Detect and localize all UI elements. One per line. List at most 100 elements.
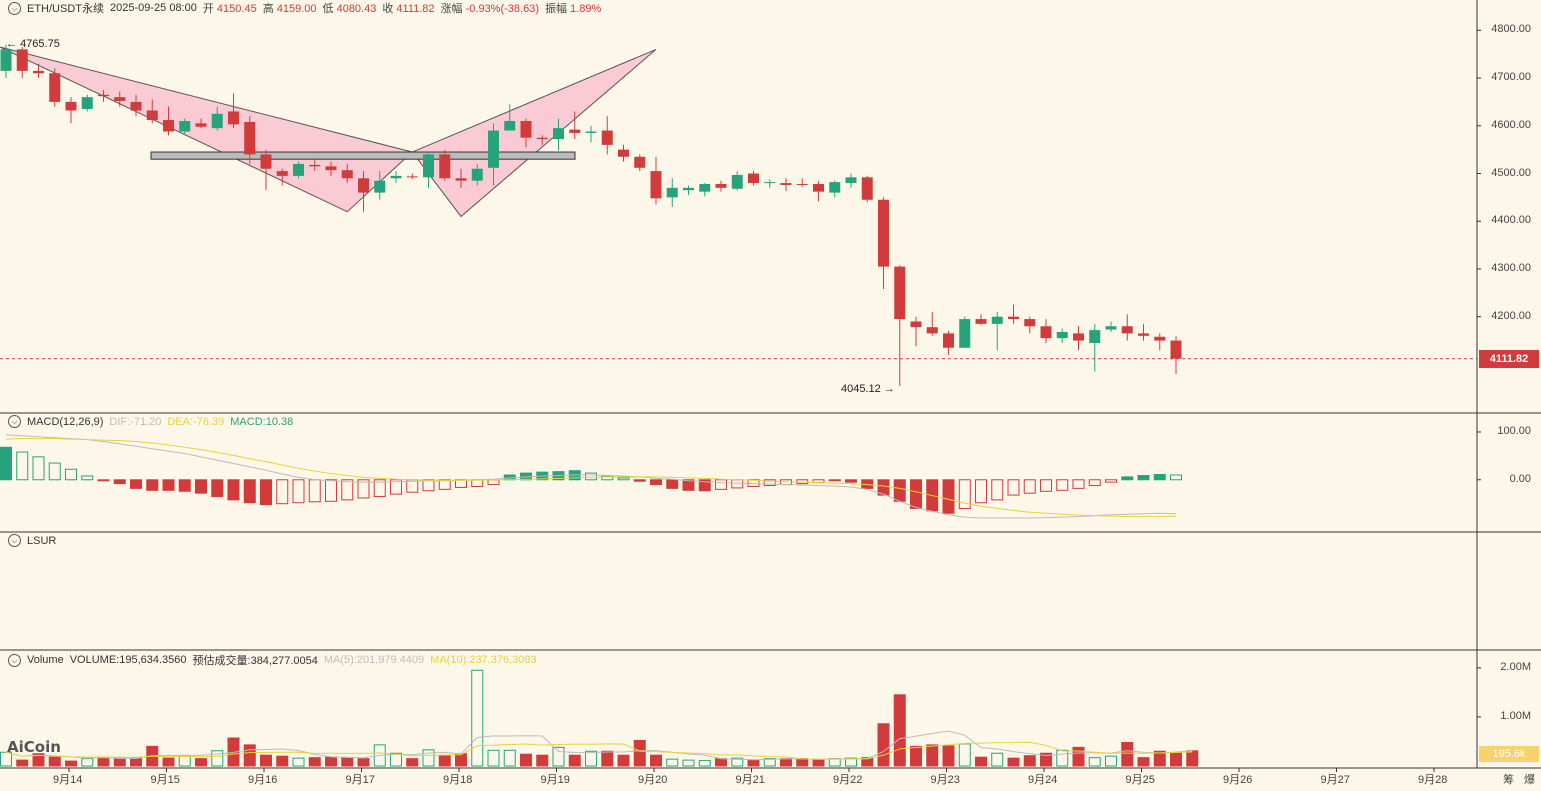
price-tick-label: 4300.00: [1491, 261, 1531, 274]
volume-bar: [861, 757, 874, 767]
high-value: 4159.00: [276, 3, 317, 15]
price-header: ⌵ ETH/USDT永续 2025-09-25 08:00 开 4150.45 …: [8, 0, 601, 16]
volume-bar: [910, 745, 922, 767]
dif-value: DIF:-71.20: [109, 415, 162, 428]
price-tick-label: 4500.00: [1491, 166, 1531, 179]
macd-bar: [32, 456, 45, 481]
collapse-toggle-icon[interactable]: ⌵: [8, 534, 21, 547]
macd-bar: [308, 479, 321, 503]
macd-bar: [162, 479, 175, 491]
candle-body: [796, 184, 808, 186]
volume-bar: [1007, 757, 1020, 767]
x-tick-label: 9月21: [735, 774, 765, 786]
macd-value: MACD:10.38: [230, 415, 294, 428]
volume-bar: [308, 757, 321, 767]
candle-body: [975, 319, 987, 324]
candle-body: [553, 128, 564, 140]
collapse-toggle-icon[interactable]: ⌵: [8, 1, 21, 15]
candle-body: [1008, 316, 1019, 320]
macd-bar: [195, 479, 207, 494]
macd-bar: [1170, 474, 1182, 481]
x-tick-label: 9月24: [1028, 774, 1058, 786]
macd-bar: [422, 479, 435, 492]
change-value: -0.93%(-38.63): [465, 3, 539, 15]
volume-bar: [438, 754, 451, 767]
macd-bar: [341, 479, 354, 501]
macd-header: ⌵ MACD(12,26,9) DIF:-71.20 DEA:-76.39 MA…: [8, 415, 293, 428]
candle-body: [699, 184, 711, 192]
candle-body: [813, 184, 824, 192]
volume-bar: [162, 757, 175, 767]
macd-bar: [455, 479, 467, 488]
candle-body: [926, 327, 938, 334]
collapse-toggle-icon[interactable]: ⌵: [8, 415, 21, 428]
volume-bar: [601, 750, 614, 767]
macd-bar: [471, 479, 484, 487]
x-tick-label: 9月22: [833, 774, 863, 786]
x-tick-label: 9月23: [930, 774, 960, 786]
open-value: 4150.45: [216, 3, 257, 15]
macd-bar: [325, 479, 337, 502]
candle-body: [504, 121, 516, 131]
macd-bar: [731, 479, 744, 489]
chips-button[interactable]: 筹: [1503, 774, 1514, 786]
candle-body: [1154, 336, 1166, 341]
candle-body: [536, 137, 548, 140]
support-zone-box: [150, 151, 576, 160]
symbol: ETH/USDT永续: [27, 3, 104, 15]
volume-bar: [373, 744, 386, 767]
open-label: 开: [202, 3, 214, 15]
macd-bar: [666, 479, 679, 489]
volume-bar: [747, 760, 760, 767]
candle-body: [943, 333, 954, 348]
candle-body: [179, 121, 191, 132]
volume-bar: [1153, 750, 1166, 767]
volume-bar: [1088, 757, 1101, 767]
macd-bar: [682, 479, 695, 491]
x-tick-label: 9月25: [1125, 774, 1155, 786]
candle-body: [81, 97, 93, 110]
macd-bar: [650, 479, 662, 486]
volume-bar: [975, 756, 987, 767]
volume-bar: [682, 759, 695, 767]
candle-body: [585, 131, 597, 133]
volume-bar: [357, 758, 370, 767]
volume-bar: [877, 723, 890, 767]
candle-body: [829, 182, 841, 193]
macd-bar: [1056, 479, 1069, 491]
macd-bar: [698, 479, 711, 492]
x-tick-label: 9月18: [443, 774, 473, 786]
volume-pane: [0, 669, 1199, 767]
macd-bar: [97, 479, 110, 482]
high-marker-value: 4765.75: [20, 38, 60, 50]
collapse-toggle-icon[interactable]: ⌵: [8, 653, 21, 667]
macd-bar: [1072, 479, 1085, 489]
macd-bar: [260, 479, 272, 506]
macd-bar: [292, 479, 305, 504]
macd-bar: [942, 479, 955, 514]
volume-bar: [1137, 757, 1150, 767]
volume-bar: [487, 749, 500, 767]
candle-body: [991, 316, 1003, 324]
x-tick-label: 9月17: [345, 774, 375, 786]
volume-bar: [1040, 752, 1052, 767]
candle-body: [488, 130, 499, 168]
volume-bar: [260, 754, 272, 767]
macd-bar: [211, 479, 224, 498]
candle-body: [163, 120, 174, 132]
candle-body: [878, 199, 889, 267]
macd-bar: [48, 462, 61, 481]
macd-bar: [1105, 479, 1117, 483]
volume-bar: [276, 755, 289, 767]
macd-bar: [1137, 474, 1150, 481]
close-value: 4111.82: [396, 3, 435, 15]
candle-body: [195, 123, 207, 127]
candle-body: [390, 175, 402, 179]
liquidation-button[interactable]: 爆: [1524, 774, 1535, 786]
volume-bar: [1170, 752, 1182, 767]
volume-value: VOLUME:195,634.3560: [69, 654, 187, 666]
macd-bar: [0, 446, 12, 481]
macd-bar: [487, 479, 500, 486]
volume-bar: [32, 753, 45, 767]
datetime: 2025-09-25 08:00: [110, 2, 197, 14]
